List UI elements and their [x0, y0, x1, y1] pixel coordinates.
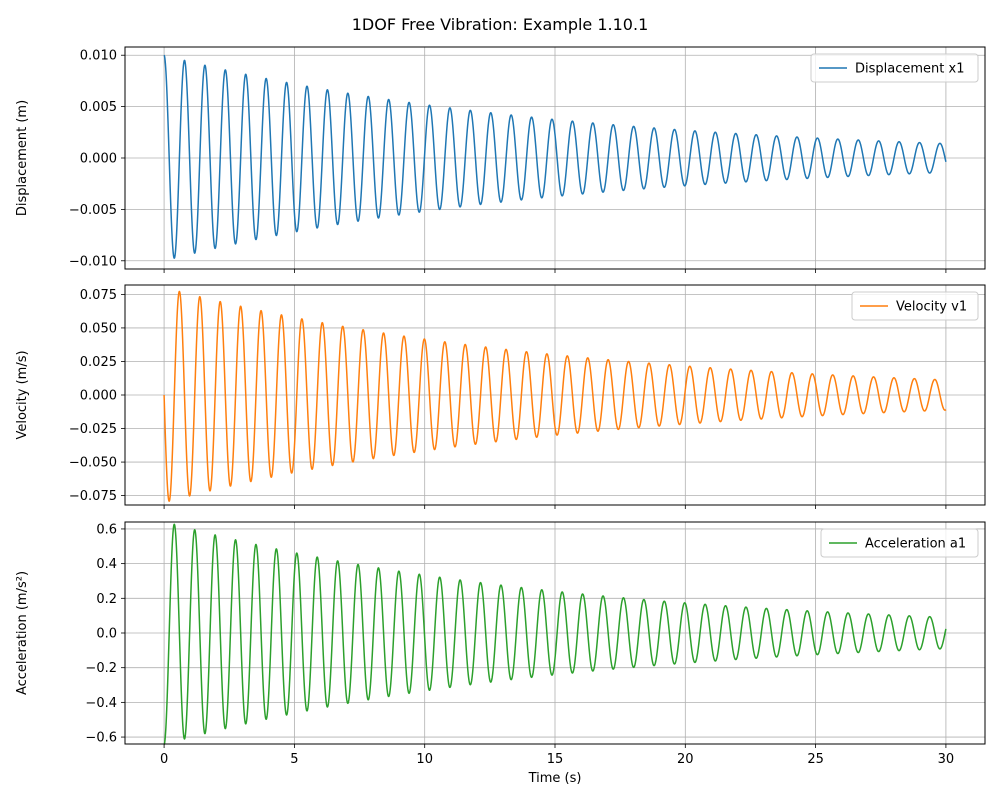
y-tick-label: −0.010: [69, 254, 117, 269]
x-tick-label: 5: [290, 752, 298, 767]
y-axis-label: Velocity (m/s): [15, 350, 30, 439]
y-tick-label: 0.6: [96, 522, 117, 537]
y-tick-label: −0.2: [85, 661, 117, 676]
y-tick-label: −0.025: [69, 422, 117, 437]
x-tick-label: 20: [677, 752, 694, 767]
y-tick-label: −0.005: [69, 203, 117, 218]
y-tick-label: 0.000: [80, 389, 117, 404]
y-tick-label: 0.2: [96, 592, 117, 607]
series-line-velocity: [163, 290, 947, 502]
legend-label: Acceleration a1: [865, 537, 966, 552]
y-tick-label: 0.025: [80, 355, 117, 370]
series-line-acceleration: [163, 523, 947, 745]
y-tick-label: 0.0: [96, 627, 117, 642]
y-tick-label: −0.075: [69, 489, 117, 504]
figure-title: 1DOF Free Vibration: Example 1.10.1: [352, 15, 649, 34]
x-axis-label: Time (s): [528, 771, 582, 786]
y-tick-label: 0.050: [80, 321, 117, 336]
y-tick-label: −0.6: [85, 731, 117, 746]
legend-box: [820, 528, 979, 558]
subplot-displacement: −0.010 −0.005 0.000 0.005 0.010 Displacement …: [15, 46, 986, 273]
subplots: −0.010−0.0050.0000.0050.010Displacement …: [15, 46, 986, 786]
y-tick-label: 0.075: [80, 288, 117, 303]
x-tick-label: 30: [938, 752, 955, 767]
y-tick-label: 0.4: [96, 557, 117, 572]
series-line-displacement: [163, 54, 947, 259]
y-tick-label: 0.005: [80, 100, 117, 115]
legend-label: Displacement x1: [855, 62, 964, 77]
x-tick-label: 15: [547, 752, 564, 767]
subplot-acceleration: 0 5 10 15 20 25 30 −0.6 −0.4 −0.2 0.0 0.2 0.4 0.6 Acce…: [15, 521, 986, 786]
y-axis-label: Displacement (m): [15, 100, 30, 216]
legend-acceleration: Acceleration a1: [820, 528, 979, 558]
y-tick-label: 0.000: [80, 152, 117, 167]
legend-box: [810, 53, 979, 83]
legend-label: Velocity v1: [896, 300, 967, 315]
x-tick-label: 0: [160, 752, 168, 767]
y-tick-label: 0.010: [80, 49, 117, 64]
legend-velocity: Velocity v1: [851, 291, 979, 321]
subplot-velocity: −0.075 −0.050 −0.025 0.000 0.025 0.050 0.075 Ve…: [15, 284, 986, 509]
x-tick-label: 25: [807, 752, 824, 767]
y-axis-label: Acceleration (m/s²): [15, 571, 30, 695]
y-tick-label: −0.4: [85, 696, 117, 711]
legend-displacement: Displacement x1: [810, 53, 979, 83]
x-tick-label: 10: [416, 752, 433, 767]
y-tick-label: −0.050: [69, 456, 117, 471]
legend-box: [851, 291, 979, 321]
